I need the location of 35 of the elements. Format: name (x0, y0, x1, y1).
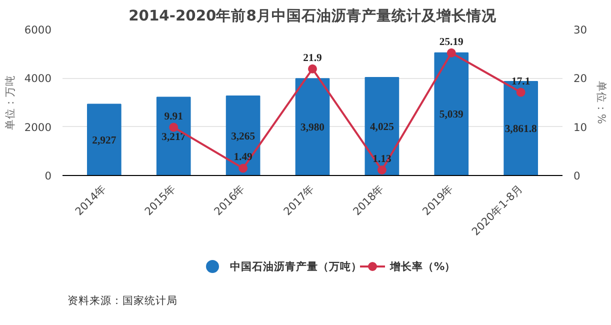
y2-tick-label: 10 (574, 120, 588, 134)
point (308, 64, 317, 74)
data-label: 9.91 (164, 111, 183, 122)
y2-tick-label: 0 (574, 170, 580, 182)
data-label: 3,861.8 (504, 124, 537, 136)
data-label: 2,927 (92, 135, 117, 146)
legend-label: 增长率（%） (389, 260, 456, 273)
y-tick-label: 4000 (24, 72, 52, 86)
data-label: 21.9 (303, 52, 322, 64)
point (516, 88, 526, 97)
y-tick-label: 2000 (24, 120, 52, 134)
point (169, 122, 178, 132)
point (377, 166, 386, 174)
y2-tick-label: 30 (574, 24, 588, 36)
text: 资料来源：国家统计局 (68, 294, 178, 308)
data-label: 5,039 (439, 110, 464, 121)
data-label: 25.19 (439, 36, 464, 48)
data-label: 4,025 (370, 122, 394, 134)
legend-label: 中国石油沥青产量（万吨） (230, 260, 362, 273)
y-tick-label: 6000 (24, 24, 52, 36)
data-label: 3,980 (300, 122, 324, 134)
bar (226, 96, 260, 176)
y-axis-title: 单位：万吨 (3, 75, 16, 130)
point (446, 48, 456, 58)
point (238, 164, 248, 173)
y-tick-label: 0 (44, 170, 52, 182)
y2-axis-title: 单位：% (595, 80, 608, 124)
chart-title: 2014-2020年前8月中国石油沥青产量统计及增长情况 (128, 8, 498, 24)
bar (295, 78, 330, 176)
bar (364, 77, 400, 176)
y2-tick-label: 20 (574, 72, 588, 86)
bar (434, 52, 469, 176)
bar (87, 104, 122, 176)
bar (156, 96, 191, 176)
data-label: 3,265 (231, 131, 256, 142)
